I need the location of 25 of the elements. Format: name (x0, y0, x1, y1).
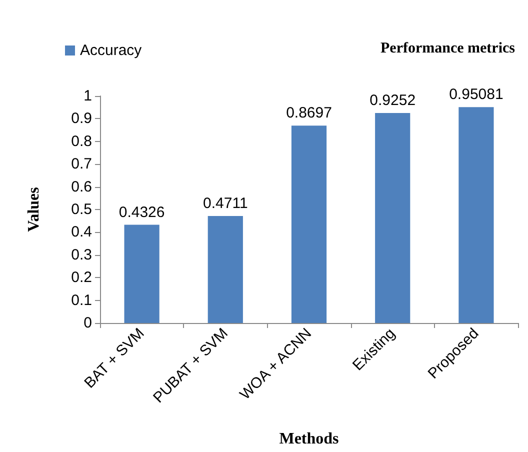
bar (375, 112, 410, 323)
data-label: 0.4326 (118, 204, 165, 221)
y-tick-label: 0.3 (71, 246, 92, 264)
y-tick-label: 0.2 (71, 269, 92, 286)
bar (208, 216, 243, 323)
y-axis-title: Values (26, 187, 42, 232)
y-tick-label: 0.7 (71, 156, 92, 173)
y-tick-label: 1 (84, 88, 92, 104)
y-tick-label: 0.6 (71, 178, 92, 196)
y-tick-label: 0.1 (71, 292, 92, 309)
bar (291, 126, 327, 323)
y-tick-label: 0.9 (71, 110, 92, 128)
y-tick-label: 0.5 (71, 201, 92, 218)
y-tick-label: 0.8 (71, 132, 92, 150)
x-axis-title: Methods (279, 430, 339, 448)
data-label: 0.8697 (286, 104, 332, 122)
data-label: 0.95081 (449, 86, 504, 104)
y-tick-label: 0 (84, 314, 92, 332)
y-tick-label: 0.4 (71, 224, 92, 241)
data-label: 0.4711 (203, 195, 248, 212)
bar (124, 224, 160, 323)
legend-label: Accuracy (80, 42, 142, 59)
chart-title: Performance metrics (380, 40, 516, 56)
bar (458, 107, 494, 323)
data-label: 0.9252 (370, 92, 416, 109)
